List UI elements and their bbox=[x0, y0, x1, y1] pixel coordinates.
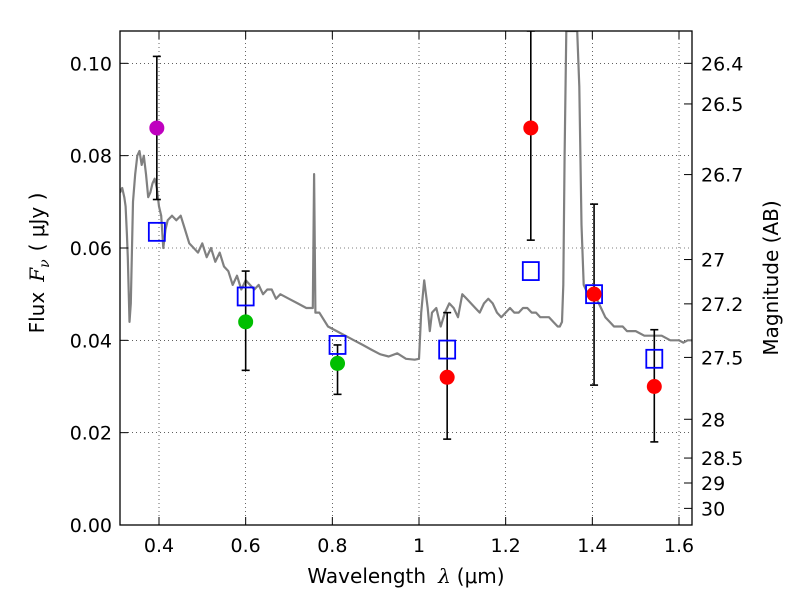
magnitude-tick-label: 27 bbox=[701, 250, 725, 272]
y-tick-label: 0.10 bbox=[70, 53, 112, 75]
magnitude-tick-label: 26.5 bbox=[701, 94, 743, 116]
y-tick-label: 0.00 bbox=[70, 515, 112, 537]
model-square bbox=[645, 348, 664, 369]
x-tick-label: 1.2 bbox=[491, 535, 521, 557]
y-tick-label: 0.06 bbox=[70, 238, 112, 260]
model-photometry-points bbox=[147, 221, 664, 369]
x-tick-label: 1.6 bbox=[664, 535, 694, 557]
plot-frame bbox=[119, 30, 693, 526]
y-axis-label: FluxFν( μJy ) bbox=[25, 193, 53, 334]
observed-point bbox=[330, 355, 346, 371]
x-tick-label: 0.4 bbox=[144, 535, 174, 557]
model-square bbox=[236, 286, 255, 307]
model-square bbox=[147, 221, 166, 242]
x-tick-label: 0.8 bbox=[317, 535, 347, 557]
observed-photometry-points bbox=[149, 120, 662, 394]
model-square bbox=[438, 339, 457, 360]
axis-ticks: 0.4 0.6 0.8 1 1.2 1.4 1.6 0.00 0.02 0.04 0.06 0.08 0… bbox=[70, 31, 743, 557]
x-tick-label: 1.4 bbox=[577, 535, 607, 557]
observed-point bbox=[586, 286, 602, 302]
magnitude-tick-label: 29 bbox=[701, 473, 725, 495]
magnitude-tick-label: 27.2 bbox=[701, 294, 743, 316]
magnitude-tick-label: 26.7 bbox=[701, 165, 743, 187]
observed-point bbox=[238, 314, 254, 330]
right-axis-label: Magnitude (AB) bbox=[759, 200, 783, 355]
model-square bbox=[585, 284, 603, 305]
observed-point bbox=[523, 120, 539, 136]
magnitude-tick-label: 27.5 bbox=[701, 347, 743, 369]
y-tick-label: 0.08 bbox=[70, 146, 112, 168]
y-tick-label: 0.04 bbox=[70, 330, 112, 352]
magnitude-tick-label: 28.5 bbox=[701, 448, 743, 470]
observed-point bbox=[149, 120, 165, 136]
observed-point bbox=[439, 369, 455, 385]
y-tick-label: 0.02 bbox=[70, 423, 112, 445]
model-square bbox=[328, 335, 347, 355]
observed-point bbox=[646, 378, 662, 394]
x-tick-label: 0.6 bbox=[231, 535, 261, 557]
magnitude-tick-label: 26.4 bbox=[701, 53, 743, 75]
x-axis-label: Wavelength λ (μm) bbox=[307, 564, 504, 588]
model-square bbox=[521, 261, 540, 281]
magnitude-tick-label: 28 bbox=[701, 409, 725, 431]
x-tick-label: 1 bbox=[413, 535, 425, 557]
magnitude-tick-label: 30 bbox=[701, 498, 725, 520]
